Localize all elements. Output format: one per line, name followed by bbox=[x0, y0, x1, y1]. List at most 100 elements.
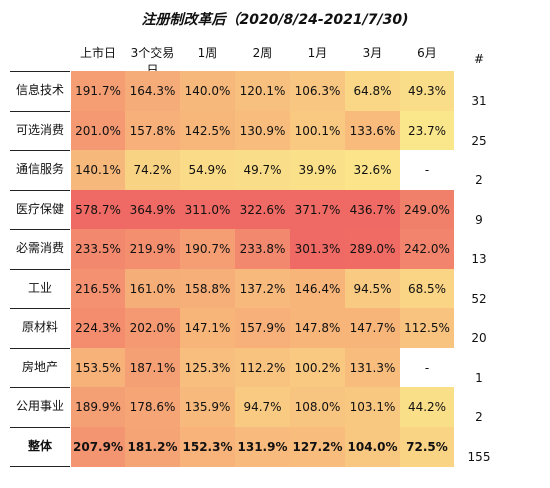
heatmap-cell: 100.1% bbox=[290, 111, 345, 151]
row-count: 25 bbox=[471, 134, 487, 148]
row-divider bbox=[10, 150, 70, 151]
heatmap-cell: - bbox=[400, 150, 454, 190]
column-header: 3月 bbox=[362, 46, 383, 60]
chart-title: 注册制改革后（2020/8/24-2021/7/30) bbox=[141, 12, 409, 28]
heatmap-cell: - bbox=[400, 348, 454, 388]
heatmap-cell: 106.3% bbox=[290, 71, 345, 111]
heatmap-cell: 140.1% bbox=[71, 150, 125, 190]
heatmap-cell: 364.9% bbox=[125, 190, 180, 230]
row-label: 信息技术 bbox=[15, 83, 64, 97]
column-header: 1月 bbox=[307, 46, 328, 60]
heatmap-cell: 157.8% bbox=[125, 111, 180, 151]
heatmap-cell: 233.8% bbox=[235, 229, 290, 269]
heatmap-cell: 64.8% bbox=[345, 71, 400, 111]
row-label: 通信服务 bbox=[15, 162, 64, 176]
heatmap-cell: 68.5% bbox=[400, 269, 454, 309]
heatmap-cell: 108.0% bbox=[290, 387, 345, 427]
heatmap-cell: 72.5% bbox=[400, 427, 454, 467]
heatmap-cell: 135.9% bbox=[180, 387, 235, 427]
row-divider bbox=[10, 71, 70, 72]
heatmap-cell: 219.9% bbox=[125, 229, 180, 269]
column-header: 2周 bbox=[252, 46, 273, 60]
heatmap-cell: 224.3% bbox=[71, 308, 125, 348]
heatmap-cell: 242.0% bbox=[400, 229, 454, 269]
heatmap-cell: 74.2% bbox=[125, 150, 180, 190]
column-header: 6月 bbox=[417, 46, 437, 60]
heatmap-cell: 190.7% bbox=[180, 229, 235, 269]
heatmap-cell: 54.9% bbox=[180, 150, 235, 190]
row-divider bbox=[10, 466, 70, 467]
heatmap-cell: 120.1% bbox=[235, 71, 290, 111]
row-label: 工业 bbox=[27, 281, 52, 295]
heatmap-cell: 181.2% bbox=[125, 427, 180, 467]
row-divider bbox=[10, 229, 70, 230]
heatmap-cell: 158.8% bbox=[180, 269, 235, 309]
heatmap-cell: 161.0% bbox=[125, 269, 180, 309]
heatmap-cell: 94.7% bbox=[235, 387, 290, 427]
row-divider bbox=[10, 269, 70, 270]
heatmap-cell: 157.9% bbox=[235, 308, 290, 348]
heatmap-cell: 201.0% bbox=[71, 111, 125, 151]
row-count: 2 bbox=[475, 410, 483, 424]
heatmap-cell: 32.6% bbox=[345, 150, 400, 190]
heatmap-cell: 131.3% bbox=[345, 348, 400, 388]
row-divider bbox=[10, 190, 70, 191]
count-header: # bbox=[473, 52, 485, 66]
heatmap-cell: 112.5% bbox=[400, 308, 454, 348]
heatmap-cell: 131.9% bbox=[235, 427, 290, 467]
row-divider bbox=[10, 348, 70, 349]
heatmap-cell: 147.1% bbox=[180, 308, 235, 348]
heatmap-cell: 49.3% bbox=[400, 71, 454, 111]
heatmap-cell: 147.8% bbox=[290, 308, 345, 348]
heatmap-cell: 100.2% bbox=[290, 348, 345, 388]
heatmap-cell: 112.2% bbox=[235, 348, 290, 388]
heatmap-cell: 301.3% bbox=[290, 229, 345, 269]
heatmap-cell: 39.9% bbox=[290, 150, 345, 190]
row-count: 31 bbox=[471, 94, 487, 108]
heatmap-cell: 140.0% bbox=[180, 71, 235, 111]
row-divider bbox=[10, 427, 70, 428]
heatmap-cell: 207.9% bbox=[71, 427, 125, 467]
heatmap-cell: 322.6% bbox=[235, 190, 290, 230]
heatmap-cell: 153.5% bbox=[71, 348, 125, 388]
heatmap-cell: 216.5% bbox=[71, 269, 125, 309]
heatmap-cell: 187.1% bbox=[125, 348, 180, 388]
heatmap-cell: 142.5% bbox=[180, 111, 235, 151]
heatmap-cell: 436.7% bbox=[345, 190, 400, 230]
heatmap-cell: 578.7% bbox=[71, 190, 125, 230]
row-label: 房地产 bbox=[21, 360, 58, 374]
row-count: 9 bbox=[475, 213, 483, 227]
heatmap-cell: 191.7% bbox=[71, 71, 125, 111]
row-count: 52 bbox=[471, 292, 487, 306]
row-label: 公用事业 bbox=[15, 399, 64, 413]
row-label: 原材料 bbox=[21, 320, 58, 334]
heatmap-cell: 127.2% bbox=[290, 427, 345, 467]
heatmap-cell: 103.1% bbox=[345, 387, 400, 427]
heatmap-cell: 104.0% bbox=[345, 427, 400, 467]
heatmap-cell: 44.2% bbox=[400, 387, 454, 427]
row-count: 20 bbox=[471, 331, 487, 345]
heatmap-cell: 164.3% bbox=[125, 71, 180, 111]
heatmap-cell: 23.7% bbox=[400, 111, 454, 151]
row-label: 医疗保健 bbox=[15, 202, 64, 216]
heatmap-cell: 178.6% bbox=[125, 387, 180, 427]
row-label: 必需消费 bbox=[15, 241, 64, 255]
row-count: 155 bbox=[467, 450, 491, 464]
row-divider bbox=[10, 308, 70, 309]
row-label: 整体 bbox=[27, 439, 52, 453]
heatmap-cell: 202.0% bbox=[125, 308, 180, 348]
row-divider bbox=[10, 387, 70, 388]
heatmap-cell: 152.3% bbox=[180, 427, 235, 467]
heatmap-cell: 133.6% bbox=[345, 111, 400, 151]
row-count: 2 bbox=[475, 173, 483, 187]
column-header: 上市日 bbox=[79, 46, 116, 60]
row-count: 1 bbox=[475, 371, 483, 385]
heatmap-cell: 371.7% bbox=[290, 190, 345, 230]
heatmap-cell: 249.0% bbox=[400, 190, 454, 230]
heatmap-cell: 311.0% bbox=[180, 190, 235, 230]
heatmap-cell: 49.7% bbox=[235, 150, 290, 190]
heatmap-cell: 289.0% bbox=[345, 229, 400, 269]
heatmap-cell: 130.9% bbox=[235, 111, 290, 151]
heatmap-cell: 146.4% bbox=[290, 269, 345, 309]
heatmap-cell: 147.7% bbox=[345, 308, 400, 348]
